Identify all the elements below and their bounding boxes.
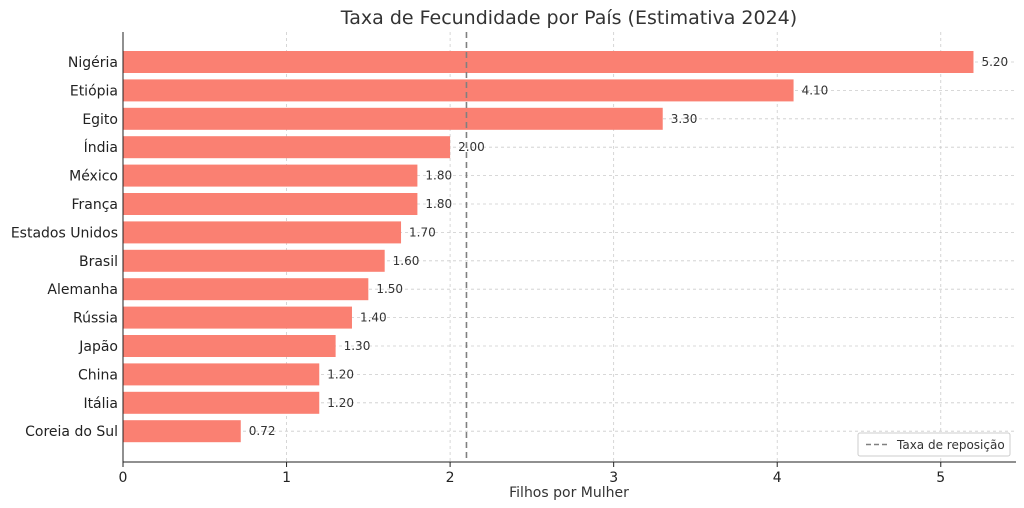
data-labels: 5.20 4.10 3.30 2.00 1.80 1.80 1.70 1.60 1.50 1.40…: [249, 55, 1008, 438]
x-tick-label: 1: [282, 470, 291, 486]
bar: [123, 164, 418, 187]
data-label: 1.40: [360, 311, 387, 325]
axes-group: [122, 32, 1016, 467]
bar: [123, 221, 402, 244]
category-label: Índia: [84, 139, 118, 156]
category-label: Etiópia: [70, 83, 118, 99]
category-label: Itália: [83, 396, 118, 412]
category-label: Estados Unidos: [11, 225, 118, 241]
x-tick-label: 5: [936, 470, 945, 486]
bar: [123, 107, 663, 130]
data-label: 5.20: [981, 55, 1008, 69]
x-tick-label: 0: [119, 470, 128, 486]
x-axis-label: Filhos por Mulher: [509, 485, 629, 501]
bar: [123, 193, 418, 215]
bar: [123, 391, 320, 414]
category-label: China: [78, 367, 118, 383]
legend-box: [857, 432, 1011, 457]
bar: [123, 420, 241, 443]
data-label: 1.50: [376, 282, 403, 296]
category-label: Coreia do Sul: [25, 424, 118, 440]
category-label: França: [71, 197, 118, 213]
data-label: 1.70: [409, 225, 436, 239]
data-label: 4.10: [802, 83, 829, 97]
bar: [123, 51, 974, 73]
category-label: Egito: [82, 112, 118, 128]
bar: [123, 335, 336, 357]
chart-title: Taxa de Fecundidade por País (Estimativa…: [340, 7, 797, 29]
category-label: Japão: [78, 339, 118, 355]
data-label: 1.30: [344, 339, 371, 353]
bar: [123, 136, 451, 159]
category-label: Brasil: [79, 254, 118, 270]
data-label: 3.30: [671, 112, 698, 126]
data-label: 1.80: [425, 197, 452, 211]
bars-group: [123, 51, 974, 443]
data-label: 0.72: [249, 424, 276, 438]
bar: [123, 278, 369, 301]
category-labels: Nigéria Etiópia Egito Índia México França Esta…: [11, 55, 118, 440]
data-label: 2.00: [458, 140, 485, 154]
grid-lines: [122, 32, 1016, 462]
category-label: Rússia: [73, 311, 118, 327]
bar: [123, 79, 794, 102]
x-tick-labels: 0 1 2 3 4 5: [119, 470, 946, 486]
category-label: Alemanha: [47, 282, 118, 298]
bar: [123, 306, 352, 329]
legend: Taxa de reposição: [857, 432, 1011, 457]
x-tick-label: 2: [446, 470, 455, 486]
data-label: 1.60: [393, 254, 420, 268]
data-label: 1.20: [327, 367, 354, 381]
category-label: México: [69, 169, 118, 185]
legend-label: Taxa de reposição: [896, 438, 1005, 452]
bar: [123, 363, 320, 386]
bar: [123, 249, 385, 272]
category-label: Nigéria: [68, 55, 118, 71]
x-tick-label: 4: [773, 470, 782, 486]
x-tick-label: 3: [609, 470, 618, 486]
data-label: 1.20: [327, 396, 354, 410]
data-label: 1.80: [425, 169, 452, 183]
